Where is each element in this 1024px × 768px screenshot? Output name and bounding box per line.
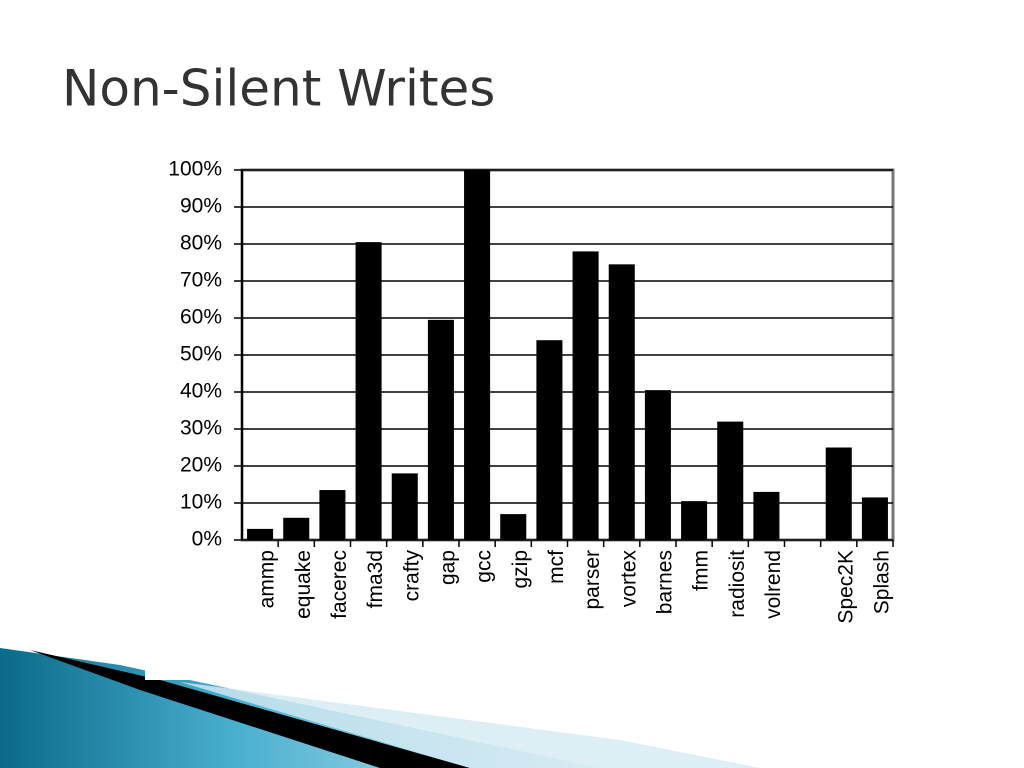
x-tick-label: gcc (473, 550, 496, 583)
x-tick-label: Splash (870, 550, 893, 614)
bar (319, 490, 346, 540)
bar (681, 501, 708, 540)
bar (355, 242, 382, 540)
x-tick-label: Spec2K (834, 550, 857, 624)
x-tick-label: gzip (509, 550, 532, 589)
x-tick-label: fmm (690, 550, 713, 591)
x-tick-label: equake (292, 550, 315, 619)
y-tick-label: 40% (180, 380, 222, 403)
y-tick-label: 60% (180, 306, 222, 329)
bar (717, 421, 744, 540)
y-tick-label: 80% (180, 232, 222, 255)
y-tick-label: 0% (192, 528, 222, 551)
x-tick-label: facerec (328, 550, 351, 619)
bar (825, 447, 852, 540)
x-tick-label: crafty (400, 550, 423, 602)
x-tick-label: fma3d (364, 550, 387, 608)
y-tick-label: 20% (180, 454, 222, 477)
y-tick-label: 50% (180, 343, 222, 366)
bar (861, 497, 888, 540)
chart-title: Non-Silent Writes (62, 60, 495, 118)
bar (427, 319, 454, 540)
x-tick-label: mcf (545, 550, 568, 584)
y-tick-label: 100% (168, 158, 222, 181)
bar (753, 491, 780, 540)
y-tick-label: 70% (180, 269, 222, 292)
y-tick-label: 30% (180, 417, 222, 440)
y-tick-label: 10% (180, 491, 222, 514)
bar (464, 170, 491, 540)
bar (536, 340, 563, 540)
x-tick-label: ammp (256, 550, 279, 608)
bar (644, 390, 671, 540)
bar (608, 264, 635, 540)
x-tick-label: barnes (653, 550, 676, 614)
bar (247, 528, 274, 540)
x-tick-label: vortex (617, 550, 640, 608)
bar (500, 514, 527, 540)
x-tick-label: parser (581, 550, 604, 610)
x-tick-label: radiosit (726, 550, 749, 618)
x-tick-label: volrend (762, 550, 785, 619)
plot-background (145, 145, 910, 680)
decoration (180, 682, 760, 768)
decoration (30, 650, 470, 768)
bar (283, 517, 310, 540)
y-tick-label: 90% (180, 195, 222, 218)
x-tick-label: gap (436, 550, 459, 585)
bar (391, 473, 418, 540)
bar (572, 251, 599, 540)
